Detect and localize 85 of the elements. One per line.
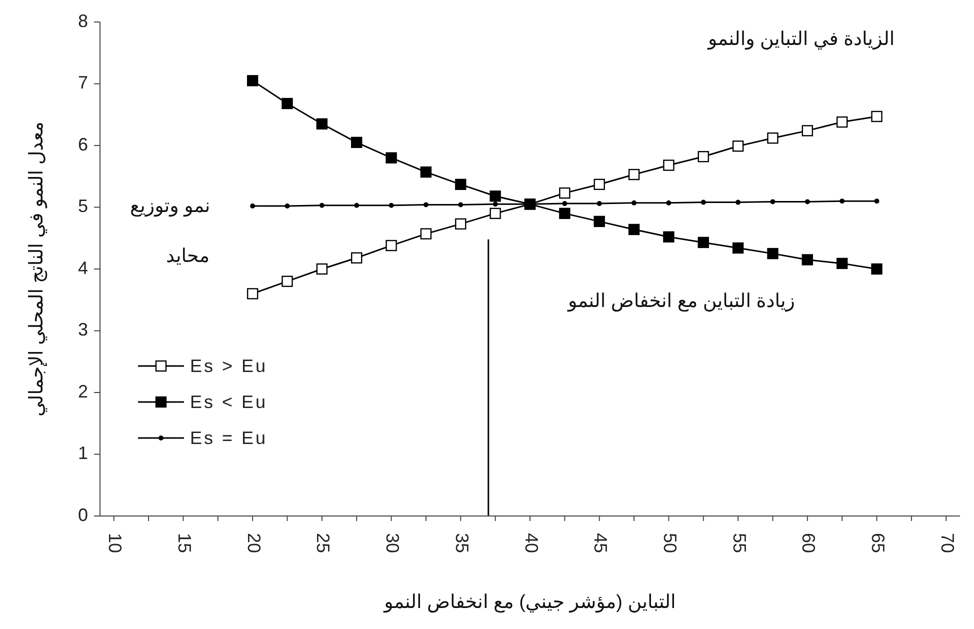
point <box>736 200 741 205</box>
point <box>250 204 256 209</box>
y-tick-label: 1 <box>78 443 88 463</box>
point <box>455 218 466 230</box>
x-tick-label: 35 <box>452 533 472 554</box>
point <box>458 202 464 208</box>
point <box>700 200 706 205</box>
point <box>559 187 570 199</box>
point <box>802 125 814 136</box>
legend-label: Es = Eu <box>190 428 268 448</box>
x-tick-label: 50 <box>660 533 680 554</box>
point <box>492 202 498 207</box>
point <box>871 263 882 275</box>
point <box>767 132 778 144</box>
x-tick-label: 15 <box>174 533 194 554</box>
point <box>871 110 882 122</box>
point <box>246 75 258 86</box>
point <box>767 248 778 260</box>
point <box>663 231 674 242</box>
point <box>666 200 672 206</box>
point <box>354 202 360 208</box>
y-tick-label: 6 <box>78 134 88 154</box>
x-tick-label: 40 <box>521 533 542 554</box>
point <box>284 204 290 209</box>
point <box>836 258 848 270</box>
point <box>596 201 602 206</box>
y-axis-title: معدل النمو في الناتج المحلي الإجمالي <box>26 122 48 416</box>
point <box>698 236 709 248</box>
point <box>282 98 293 110</box>
point <box>455 178 466 190</box>
point <box>316 118 328 130</box>
point <box>246 288 258 300</box>
annotation: الزيادة في التباين والنمو <box>708 28 895 51</box>
y-tick-label: 2 <box>78 381 88 402</box>
point <box>316 263 328 275</box>
x-axis-title: التباين (مؤشر جيني) مع انخفاض النمو <box>383 592 676 613</box>
point <box>386 152 397 164</box>
point <box>594 216 605 228</box>
point <box>423 202 428 208</box>
x-tick-label: 70 <box>937 533 958 554</box>
point <box>628 168 640 180</box>
point <box>802 254 814 266</box>
x-tick-label: 25 <box>313 533 334 554</box>
point <box>804 199 810 204</box>
point <box>388 202 394 208</box>
point <box>351 252 362 264</box>
legend-label: Es > Eu <box>190 356 268 376</box>
point <box>386 240 397 252</box>
x-tick-label: 60 <box>798 533 819 554</box>
x-tick-label: 30 <box>382 533 403 554</box>
point <box>559 208 570 220</box>
annotation: نمو وتوزيع <box>130 195 210 218</box>
point <box>632 200 637 206</box>
point <box>420 228 432 240</box>
point <box>562 201 568 206</box>
point <box>840 198 845 204</box>
point <box>628 224 640 236</box>
y-tick-label: 3 <box>78 320 88 340</box>
annotation: محايد <box>166 245 210 268</box>
x-tick-label: 65 <box>868 533 888 554</box>
point <box>874 198 880 204</box>
point <box>319 202 324 208</box>
point <box>282 276 293 287</box>
y-tick-label: 8 <box>78 10 88 31</box>
point <box>663 160 674 171</box>
point <box>698 151 709 162</box>
y-tick-label: 7 <box>78 72 88 92</box>
point <box>732 242 744 254</box>
point <box>490 208 501 220</box>
x-tick-label: 45 <box>590 533 611 554</box>
point <box>351 136 362 148</box>
y-tick-label: 0 <box>78 504 88 525</box>
point <box>490 190 501 202</box>
point <box>836 116 848 128</box>
x-tick-label: 20 <box>244 533 264 554</box>
annotation: زيادة التباين مع انخفاض النمو <box>568 290 795 313</box>
legend-label: Es < Eu <box>190 392 268 412</box>
x-tick-label: 55 <box>729 533 750 554</box>
y-tick-label: 5 <box>78 196 88 216</box>
point <box>594 178 605 190</box>
point <box>420 166 432 178</box>
point <box>770 199 776 204</box>
y-tick-label: 4 <box>78 258 88 278</box>
point <box>732 140 744 152</box>
x-tick-label: 10 <box>105 533 126 554</box>
